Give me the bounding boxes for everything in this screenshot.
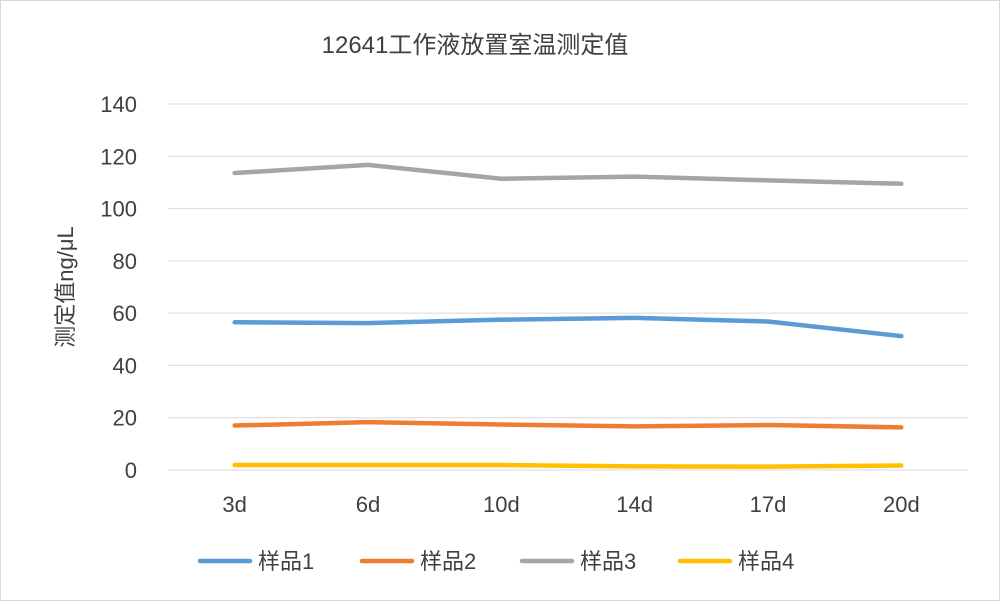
legend-item-2: 样品2 bbox=[359, 549, 476, 574]
series-line-3 bbox=[232, 162, 904, 186]
legend-label: 样品2 bbox=[420, 549, 476, 574]
series-line-2 bbox=[232, 419, 904, 430]
legend-item-3: 样品3 bbox=[519, 549, 636, 574]
y-tick-label: 0 bbox=[125, 458, 137, 483]
legend-item-1: 样品1 bbox=[197, 549, 314, 574]
x-tick-label: 6d bbox=[356, 492, 380, 517]
x-tick-label: 17d bbox=[750, 492, 787, 517]
y-tick-label: 140 bbox=[100, 92, 137, 117]
y-tick-label: 100 bbox=[100, 197, 137, 222]
y-axis-ticks: 0 20 40 60 80 100 120 140 bbox=[100, 92, 137, 483]
x-axis-ticks: 3d 6d 10d 14d 17d 20d bbox=[222, 492, 919, 517]
x-tick-label: 3d bbox=[222, 492, 246, 517]
legend-label: 样品1 bbox=[258, 549, 314, 574]
y-tick-label: 80 bbox=[113, 249, 137, 274]
series-line-4 bbox=[232, 462, 904, 469]
x-tick-label: 10d bbox=[483, 492, 520, 517]
x-tick-label: 14d bbox=[616, 492, 653, 517]
y-axis-title: 测定值ng/μL bbox=[53, 226, 78, 348]
chart-title: 12641工作液放置室温测定值 bbox=[322, 32, 629, 59]
legend: 样品1 样品2 样品3 样品4 bbox=[197, 549, 794, 574]
y-tick-label: 60 bbox=[113, 301, 137, 326]
series-lines bbox=[232, 162, 904, 469]
y-tick-label: 40 bbox=[113, 353, 137, 378]
y-tick-label: 120 bbox=[100, 144, 137, 169]
x-tick-label: 20d bbox=[883, 492, 920, 517]
series-line-1 bbox=[232, 315, 904, 339]
gridlines bbox=[168, 103, 968, 471]
legend-item-4: 样品4 bbox=[677, 549, 794, 574]
legend-label: 样品3 bbox=[580, 549, 636, 574]
y-tick-label: 20 bbox=[113, 406, 137, 431]
legend-label: 样品4 bbox=[738, 549, 794, 574]
